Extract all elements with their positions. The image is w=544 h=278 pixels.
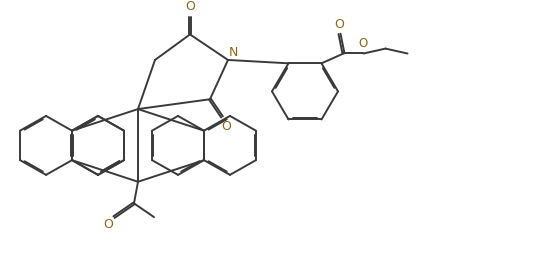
Text: O: O	[103, 219, 113, 232]
Text: O: O	[335, 18, 344, 31]
Text: O: O	[221, 120, 231, 133]
Text: N: N	[228, 46, 238, 59]
Text: O: O	[359, 37, 368, 50]
Text: O: O	[185, 1, 195, 13]
